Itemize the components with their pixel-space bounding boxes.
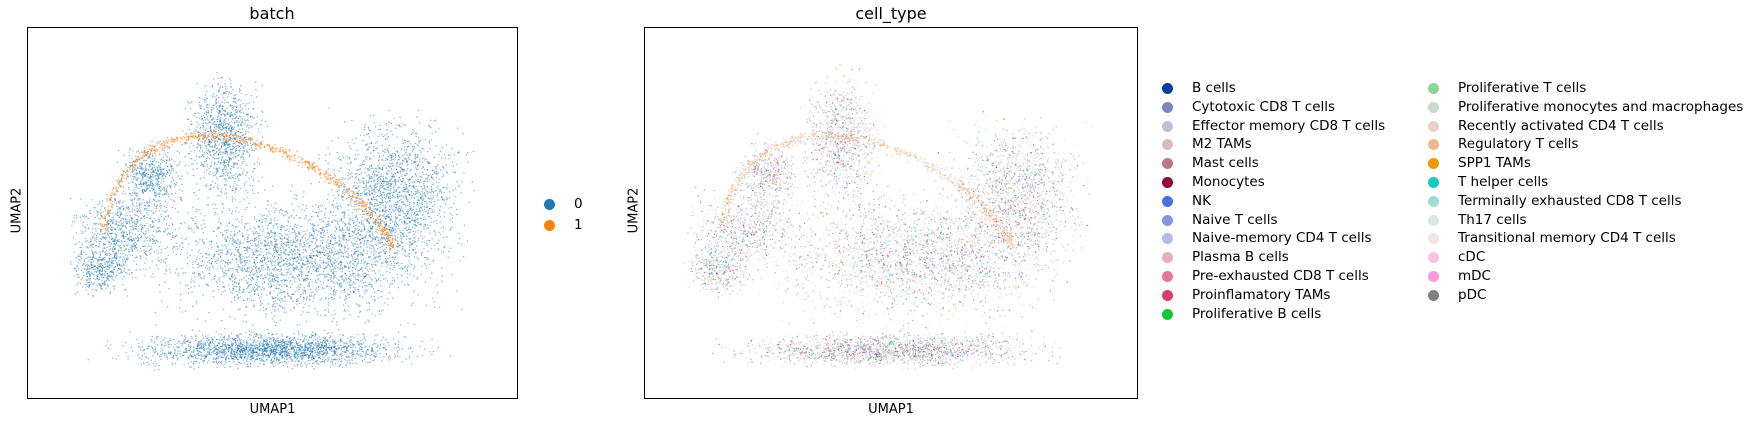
legend-label: pDC [1458,286,1487,303]
legend-label: Transitional memory CD4 T cells [1458,230,1676,247]
legend-marker [1428,214,1439,226]
legend-marker [1162,252,1173,264]
batch-xlabel: UMAP1 [249,402,296,417]
legend-label: Pre-exhausted CD8 T cells [1192,268,1369,284]
batch-plot-area [27,27,518,399]
legend-label: Naive T cells [1192,211,1278,228]
legend-label: Proliferative B cells [1192,305,1322,322]
legend-marker [1428,195,1439,207]
batch-ylabel: UMAP2 [9,187,25,234]
legend-marker [1428,101,1439,113]
legend-label: Proliferative monocytes and macrophages [1458,98,1744,115]
legend-label: Cytotoxic CD8 T cells [1192,98,1336,115]
cell-type-title: cell_type [855,4,927,23]
legend-marker [1428,289,1439,301]
legend-marker [544,219,555,231]
legend-label: M2 TAMs [1192,136,1252,153]
legend-marker [1162,308,1173,320]
legend-marker [1428,252,1439,264]
legend-label: Th17 cells [1458,211,1527,228]
legend-label: B cells [1192,80,1236,96]
scatter-points [682,64,1093,371]
cell-type-ylabel: UMAP2 [626,187,642,234]
legend-marker [1162,120,1173,132]
legend-marker [1428,139,1439,151]
legend-label: Recently activated CD4 T cells [1458,117,1664,134]
legend-label: Monocytes [1192,174,1265,190]
batch-title: batch [249,4,295,23]
legend-marker [1428,83,1439,94]
legend-marker [1162,271,1173,282]
legend-label: Proliferative T cells [1458,80,1587,96]
legend-marker [1162,233,1173,245]
legend-label: NK [1192,192,1211,209]
legend-marker [1428,158,1439,170]
legend-marker [1428,233,1439,245]
legend-marker [1162,83,1173,94]
legend-label: Effector memory CD8 T cells [1192,117,1386,134]
legend-marker [1162,158,1173,170]
legend-marker [1162,177,1173,188]
scatter-points [70,71,475,371]
cell-type-xlabel: UMAP1 [868,402,914,417]
legend-label: cDC [1458,249,1486,266]
legend-marker [1428,271,1439,282]
legend-marker [1162,101,1173,113]
legend-label: Plasma B cells [1192,249,1289,266]
legend-label: Mast cells [1192,155,1259,172]
legend-label: 0 [574,196,583,212]
legend-label: T helper cells [1458,174,1549,190]
legend-label: SPP1 TAMs [1458,155,1531,172]
legend-marker [1428,177,1439,188]
legend-marker [1162,289,1173,301]
cell-type-plot-area [644,27,1138,399]
cell-type-legend: B cells Cytotoxic CD8 T cells Effector mem… [1162,78,1762,340]
legend-label: 1 [574,216,583,233]
legend-label: Naive-memory CD4 T cells [1192,230,1372,247]
legend-label: Terminally exhausted CD8 T cells [1458,192,1682,209]
legend-marker [544,199,555,210]
legend-marker [1162,139,1173,151]
legend-marker [1162,195,1173,207]
legend-marker [1428,120,1439,132]
legend-marker [1162,214,1173,226]
legend-label: Regulatory T cells [1458,136,1579,153]
legend-label: mDC [1458,268,1491,284]
legend-label: Proinflamatory TAMs [1192,286,1331,303]
